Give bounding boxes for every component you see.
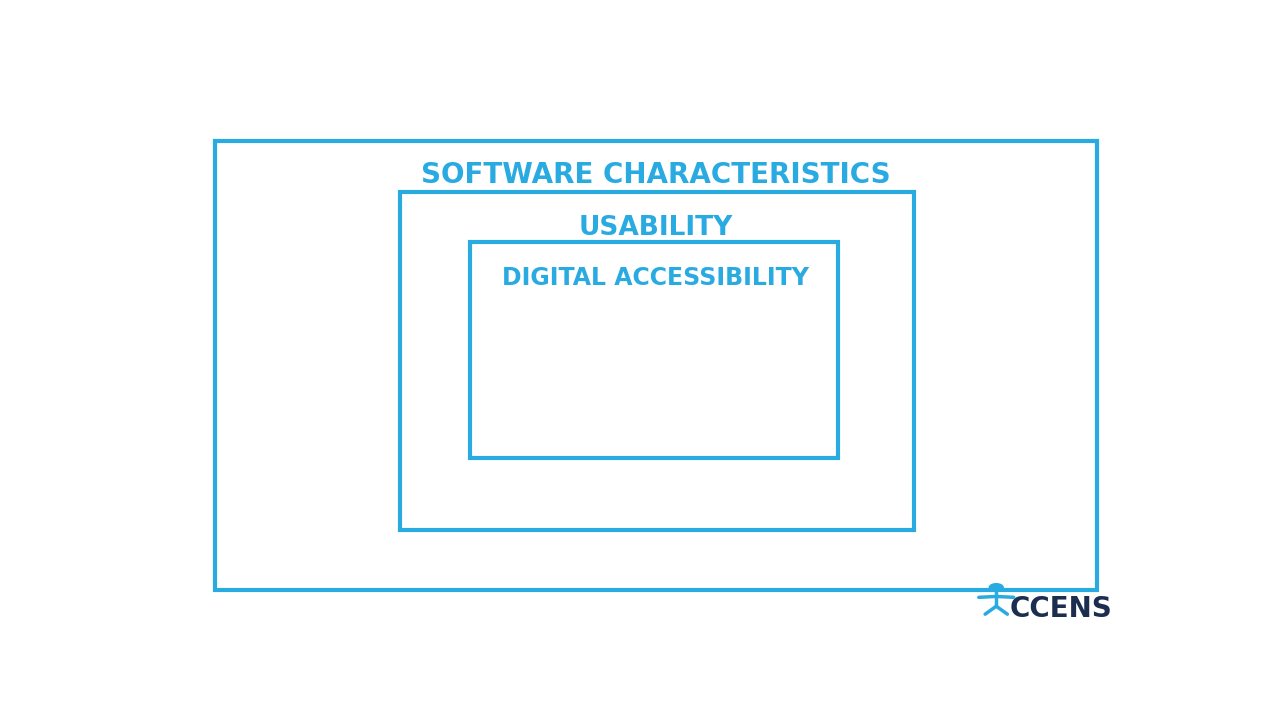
Text: SOFTWARE CHARACTERISTICS: SOFTWARE CHARACTERISTICS: [421, 161, 891, 189]
Text: CCENS: CCENS: [1009, 595, 1112, 624]
Circle shape: [989, 584, 1004, 592]
Text: DIGITAL ACCESSIBILITY: DIGITAL ACCESSIBILITY: [503, 266, 809, 289]
Text: USABILITY: USABILITY: [579, 215, 733, 240]
